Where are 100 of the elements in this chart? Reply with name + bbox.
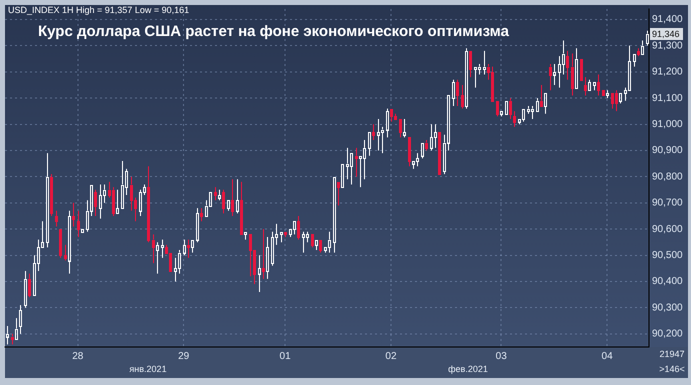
candlestick (381, 126, 384, 154)
candlestick (562, 40, 565, 76)
candlestick (121, 160, 124, 209)
candlestick (571, 53, 574, 96)
candlestick (513, 110, 516, 128)
candlestick (99, 184, 102, 220)
candlestick (615, 90, 618, 112)
y-tick-label: 90,700 (652, 198, 684, 209)
candlestick (333, 177, 336, 254)
candlestick (628, 45, 631, 91)
candlestick (461, 84, 464, 110)
candlestick (434, 124, 437, 148)
candlestick (491, 66, 494, 102)
candlestick (249, 234, 252, 277)
candlestick (328, 231, 331, 254)
y-tick-label: 90,800 (652, 171, 684, 182)
candlestick (588, 79, 591, 91)
candlestick (553, 64, 556, 86)
y-tick-label: 90,200 (652, 328, 684, 340)
candlestick (68, 210, 71, 274)
y-tick-label: 91,400 (652, 14, 684, 26)
candlestick (346, 147, 349, 180)
candlestick (355, 147, 358, 178)
y-tick-label: 91,000 (652, 119, 684, 130)
chart-subtitle: USD_INDEX 1H High = 91,357 Low = 90,161 (8, 5, 190, 15)
text: 21947 (659, 349, 685, 359)
candlestick (178, 250, 181, 274)
y-tick-label: 90,600 (652, 224, 684, 235)
candlestick (240, 181, 243, 235)
candlestick (183, 239, 186, 256)
candlestick (24, 270, 27, 308)
y-tick-label: 90,900 (652, 145, 684, 156)
candlestick (430, 124, 433, 151)
candlestick (474, 67, 477, 88)
candlestick (147, 166, 150, 243)
x-tick-label: 02 (385, 350, 397, 362)
y-tick-label: 90,500 (652, 250, 684, 262)
candlestick (575, 48, 578, 89)
x-tick-label: 01 (280, 350, 292, 362)
candlestick (597, 74, 600, 96)
candlestick (266, 236, 269, 280)
candlestick (456, 79, 459, 106)
x-tick-label: 28 (72, 350, 84, 362)
text: >146< (659, 364, 685, 374)
candlestick (262, 228, 265, 280)
candlestick (218, 189, 221, 201)
candlestick (337, 182, 340, 206)
candlestick (11, 333, 14, 345)
candlestick (112, 186, 115, 216)
candlestick (372, 124, 375, 141)
y-tick-label: 91,300 (652, 40, 684, 52)
candlestick (6, 326, 9, 345)
candlestick (64, 244, 67, 262)
text: янв.2021 (129, 364, 167, 374)
candlestick (152, 234, 155, 264)
candlestick (377, 118, 380, 151)
candlestick (214, 186, 217, 201)
candlestick (540, 84, 543, 107)
candlestick (72, 202, 75, 227)
candlestick (280, 232, 283, 243)
candlestick (94, 189, 97, 216)
candlestick (549, 64, 552, 91)
candlestick (116, 189, 119, 214)
candlestick (483, 50, 486, 76)
candlestick (156, 242, 159, 274)
text: Курс доллара США растет на фоне экономического оптимизма (38, 23, 509, 40)
candlestick (258, 254, 261, 292)
candlestick (641, 40, 644, 55)
x-tick-label: 29 (178, 350, 190, 362)
y-tick-label: 91,100 (652, 92, 684, 104)
candlestick (606, 90, 609, 99)
candlestick (416, 152, 419, 167)
candlestick (531, 105, 534, 120)
x-tick-label: 04 (602, 350, 614, 362)
candlestick (130, 176, 133, 212)
candlestick (558, 56, 561, 88)
candlestick (200, 208, 203, 222)
candlestick (566, 50, 569, 80)
annotation: 91,346 (650, 28, 683, 40)
candlestick (478, 64, 481, 76)
candlestick (187, 239, 190, 258)
candlestick (386, 108, 389, 138)
y-tick-label: 91,200 (652, 66, 684, 78)
candlestick (469, 51, 472, 78)
candlestick (19, 304, 22, 334)
candlestick (231, 178, 234, 216)
candlestick (302, 231, 305, 254)
y-tick-label: 90,300 (652, 302, 684, 314)
y-tick-label: 90,400 (652, 276, 684, 288)
candlestick (452, 79, 455, 106)
candlestick (403, 118, 406, 138)
text: фев.2021 (448, 364, 488, 374)
candlestick (174, 257, 177, 282)
candlestick (15, 318, 18, 340)
candlestick (350, 153, 353, 186)
candlestick (77, 210, 80, 238)
candlestick (544, 93, 547, 114)
candlestick (584, 76, 587, 96)
candlestick (536, 98, 539, 112)
candlestick (271, 231, 274, 266)
